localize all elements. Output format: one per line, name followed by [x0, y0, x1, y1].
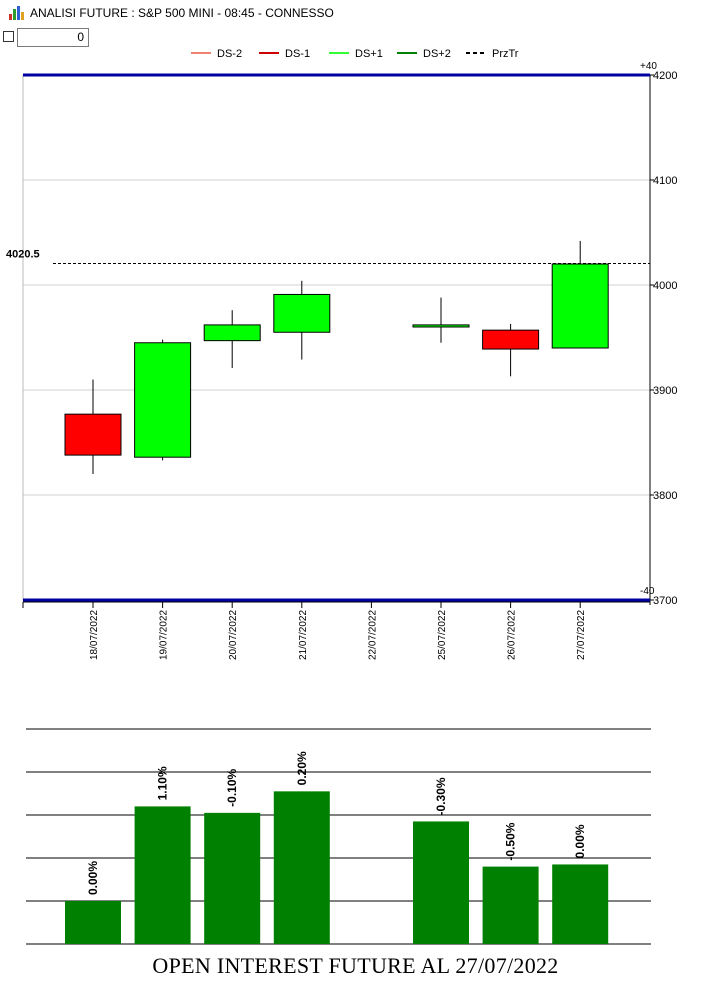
- oi-bar: [273, 791, 330, 944]
- value-input[interactable]: 0: [17, 28, 89, 47]
- legend-label: DS+1: [355, 48, 383, 60]
- candles: [64, 240, 609, 474]
- chart-legend: DS-2 DS-1 DS+1 DS+2 PrzTr: [191, 48, 519, 60]
- x-tick-label: 21/07/2022: [298, 610, 309, 660]
- toolbar: 0: [0, 28, 711, 48]
- oi-bar: [552, 864, 609, 944]
- candle-body: [203, 324, 261, 342]
- oi-bar: [482, 866, 539, 944]
- x-tick-label: 26/07/2022: [507, 610, 518, 660]
- candle-body: [551, 263, 609, 349]
- x-axis: 18/07/2022 19/07/2022 20/07/2022 21/07/2022…: [22, 601, 650, 660]
- oi-bar: [413, 821, 469, 944]
- y-tick-label: 3800: [653, 490, 677, 502]
- oi-bar-label: 0.00%: [86, 861, 100, 895]
- open-interest-chart: 0.00% 1.10% -0.10% 0.20% -0.30% -0.50% 0.00%: [26, 728, 651, 945]
- oi-bar-label: 0.20%: [295, 751, 309, 785]
- y-tick-label: 4100: [653, 175, 677, 187]
- y-tick-label: 4200: [653, 70, 677, 82]
- price-chart: DS-2 DS-1 DS+1 DS+2 PrzTr 4200 4100 4000 3900 38…: [6, 48, 677, 660]
- oi-bar: [204, 812, 261, 944]
- oi-bar-label: 1.10%: [156, 766, 170, 800]
- legend-label: DS-2: [217, 48, 242, 60]
- legend-label: DS+2: [423, 48, 451, 60]
- y-tick-label: 3700: [653, 595, 677, 607]
- lower-limit-label: -40: [640, 586, 655, 597]
- candle-body: [134, 342, 192, 458]
- y-grid: 4200 4100 4000 3900 3800 3700 +40 -40 4020.5: [6, 61, 677, 607]
- reference-label: 4020.5: [6, 248, 40, 260]
- toolbar-checkbox[interactable]: [3, 31, 14, 42]
- oi-bar-label: -0.30%: [434, 777, 448, 815]
- legend-label: PrzTr: [492, 48, 519, 60]
- bar-chart-icon: [9, 6, 25, 20]
- candle-body: [64, 413, 122, 456]
- candle-body: [482, 329, 540, 350]
- x-tick-label: 25/07/2022: [437, 610, 448, 660]
- oi-bar-label: -0.50%: [504, 822, 518, 860]
- legend-label: DS-1: [285, 48, 310, 60]
- oi-bar: [65, 901, 121, 944]
- oi-bar-label: 0.00%: [573, 824, 587, 858]
- window-title: ANALISI FUTURE : S&P 500 MINI - 08:45 - …: [30, 6, 334, 20]
- y-tick-label: 4000: [653, 280, 677, 292]
- oi-bar: [134, 806, 191, 944]
- candle-body: [412, 324, 470, 328]
- oi-grid: [26, 728, 651, 945]
- x-tick-label: 19/07/2022: [159, 610, 170, 660]
- x-tick-label: 18/07/2022: [89, 610, 100, 660]
- y-tick-label: 3900: [653, 385, 677, 397]
- oi-bars: 0.00% 1.10% -0.10% 0.20% -0.30% -0.50% 0.00%: [65, 751, 609, 944]
- title-bar: ANALISI FUTURE : S&P 500 MINI - 08:45 - …: [0, 0, 711, 26]
- upper-limit-label: +40: [640, 61, 657, 72]
- x-tick-label: 22/07/2022: [367, 610, 378, 660]
- oi-bar-label: -0.10%: [225, 768, 239, 806]
- open-interest-title: OPEN INTEREST FUTURE AL 27/07/2022: [152, 953, 559, 978]
- x-tick-label: 27/07/2022: [576, 610, 587, 660]
- x-tick-label: 20/07/2022: [228, 610, 239, 660]
- candle-body: [273, 293, 331, 333]
